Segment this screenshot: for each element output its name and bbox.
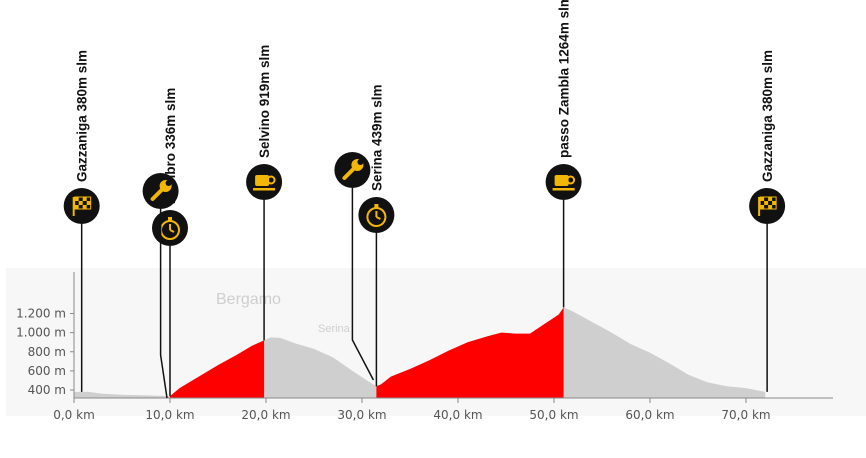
flag-square	[86, 201, 91, 205]
wrench-pin-2	[334, 152, 371, 188]
climb-area-1	[170, 340, 265, 398]
climb-area-2	[376, 307, 564, 398]
cup-saucer	[552, 188, 575, 191]
checkered-flag-icon	[758, 196, 777, 216]
wrench-leader-line	[159, 209, 168, 399]
marker-6: Gazzaniga 380m slm	[749, 50, 786, 224]
flag-square	[82, 205, 87, 209]
map-label-bergamo: Bergamo	[216, 291, 281, 308]
x-tick-label: 30,0 km	[337, 408, 386, 422]
marker-label-gazzaniga-380m-slm: Gazzaniga 380m slm	[75, 50, 90, 182]
cup-handle	[266, 175, 276, 185]
x-tick-label: 20,0 km	[241, 408, 290, 422]
flag-square	[772, 201, 777, 205]
x-tick-label: 0,0 km	[53, 408, 95, 422]
marker-1: Gazzaniga 380m slm	[63, 50, 100, 224]
flag-square	[768, 197, 773, 201]
y-tick-label: 1.000 m	[16, 326, 66, 340]
stopwatch-crown	[374, 204, 379, 208]
coffee-cup-icon	[253, 175, 276, 191]
flag-square	[760, 197, 765, 201]
cup-body	[255, 175, 270, 186]
wrench-leader-line	[351, 188, 375, 381]
marker-label-gazzaniga-380m-slm: Gazzaniga 380m slm	[760, 50, 775, 182]
checkered-flag-icon	[72, 196, 92, 216]
cup-handle	[566, 175, 576, 185]
flag-square	[82, 197, 87, 201]
marker-label-selvino-919m-slm: Selvino 919m slm	[257, 45, 272, 158]
stopwatch-crown	[168, 217, 172, 221]
y-tick-label: 400 m	[28, 383, 66, 397]
x-tick-label: 50,0 km	[529, 408, 578, 422]
marker-circle	[63, 188, 100, 224]
cup-body	[554, 175, 569, 186]
marker-label-serina-439m-slm: Serina 439m slm	[369, 84, 384, 191]
stopwatch-hand	[375, 216, 381, 220]
x-tick-label: 40,0 km	[433, 408, 482, 422]
marker-4: Serina 439m slm	[358, 84, 395, 233]
flag-square	[78, 201, 83, 205]
stopwatch-hand	[169, 229, 175, 233]
marker-2: Nembro 336m slm	[152, 88, 188, 246]
coffee-cup-icon	[552, 175, 576, 191]
map-label-serina: Serina	[318, 323, 351, 335]
y-tick-label: 1.200 m	[16, 307, 66, 321]
x-tick-label: 70,0 km	[721, 408, 770, 422]
marker-3: Selvino 919m slm	[246, 45, 283, 200]
wrench-notch	[357, 159, 364, 165]
wrench-icon	[150, 180, 172, 201]
y-tick-label: 600 m	[28, 364, 66, 378]
marker-circle	[749, 188, 786, 224]
flag-square	[74, 197, 79, 201]
wrench-icon	[342, 159, 364, 180]
y-tick-label: 800 m	[28, 345, 66, 359]
flag-square	[74, 205, 79, 209]
wrench-pin-1	[142, 173, 179, 209]
wrench-notch	[165, 180, 172, 186]
marker-5: passo Zambla 1264m slm	[545, 0, 582, 200]
flag-square	[768, 205, 773, 209]
marker-label-passo-zambla-1264m-slm: passo Zambla 1264m slm	[557, 0, 572, 158]
flag-border	[759, 196, 777, 210]
stopwatch-icon	[366, 204, 387, 227]
cup-saucer	[253, 188, 276, 191]
flag-square	[764, 201, 769, 205]
flag-border	[74, 196, 92, 210]
flag-square	[760, 205, 765, 209]
x-tick-label: 60,0 km	[625, 408, 674, 422]
x-tick-label: 10,0 km	[145, 408, 194, 422]
